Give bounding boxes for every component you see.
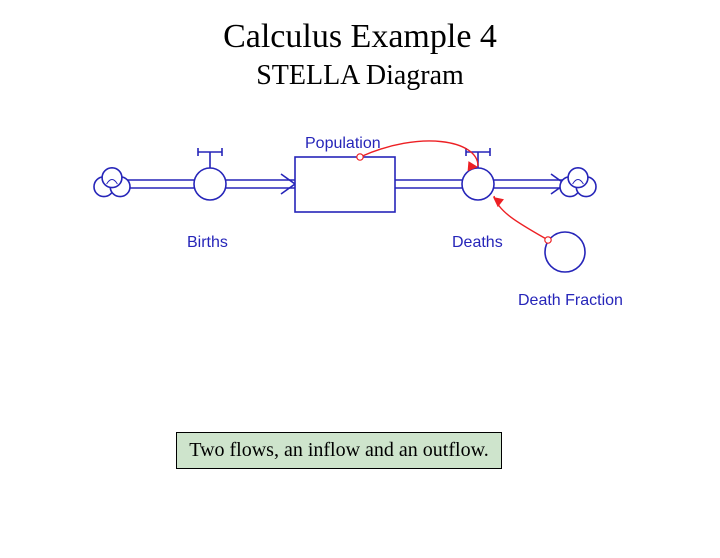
stock-label: Population — [305, 135, 381, 153]
page-subtitle: STELLA Diagram — [0, 60, 720, 92]
stella-diagram: Population Births Deaths Death Fraction — [0, 112, 720, 332]
caption-box: Two flows, an inflow and an outflow. — [176, 432, 502, 469]
converter-death-fraction-label: Death Fraction — [518, 292, 623, 310]
flow-deaths-label: Deaths — [452, 234, 503, 252]
flow-births-label: Births — [187, 234, 228, 252]
page-title: Calculus Example 4 — [0, 18, 720, 56]
